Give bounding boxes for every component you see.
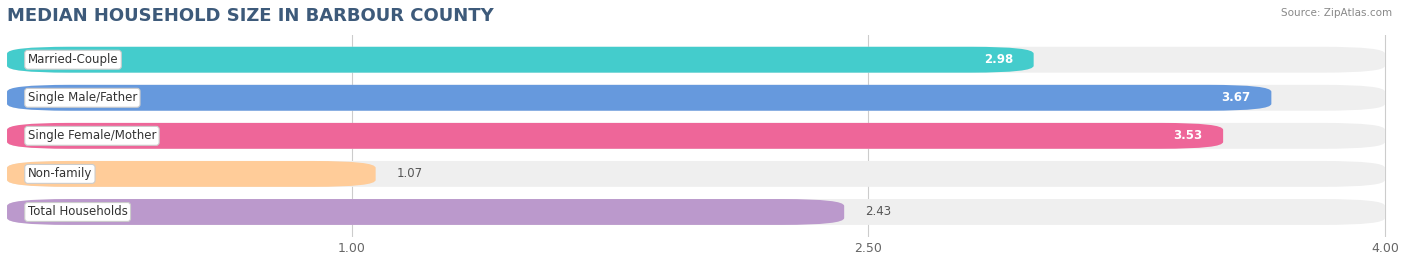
Text: 2.43: 2.43	[865, 206, 891, 218]
Text: 3.53: 3.53	[1174, 129, 1202, 142]
Text: MEDIAN HOUSEHOLD SIZE IN BARBOUR COUNTY: MEDIAN HOUSEHOLD SIZE IN BARBOUR COUNTY	[7, 7, 494, 25]
FancyBboxPatch shape	[7, 85, 1271, 111]
Text: Single Male/Father: Single Male/Father	[28, 91, 136, 104]
FancyBboxPatch shape	[7, 123, 1385, 149]
FancyBboxPatch shape	[7, 161, 375, 187]
FancyBboxPatch shape	[7, 161, 1385, 187]
FancyBboxPatch shape	[7, 123, 1223, 149]
FancyBboxPatch shape	[7, 199, 844, 225]
FancyBboxPatch shape	[7, 199, 1385, 225]
Text: Total Households: Total Households	[28, 206, 128, 218]
Text: 2.98: 2.98	[984, 53, 1012, 66]
FancyBboxPatch shape	[7, 47, 1385, 73]
Text: 3.67: 3.67	[1222, 91, 1251, 104]
Text: Single Female/Mother: Single Female/Mother	[28, 129, 156, 142]
Text: Married-Couple: Married-Couple	[28, 53, 118, 66]
Text: Source: ZipAtlas.com: Source: ZipAtlas.com	[1281, 8, 1392, 18]
Text: 1.07: 1.07	[396, 167, 422, 180]
Text: Non-family: Non-family	[28, 167, 91, 180]
FancyBboxPatch shape	[7, 47, 1033, 73]
FancyBboxPatch shape	[7, 85, 1385, 111]
